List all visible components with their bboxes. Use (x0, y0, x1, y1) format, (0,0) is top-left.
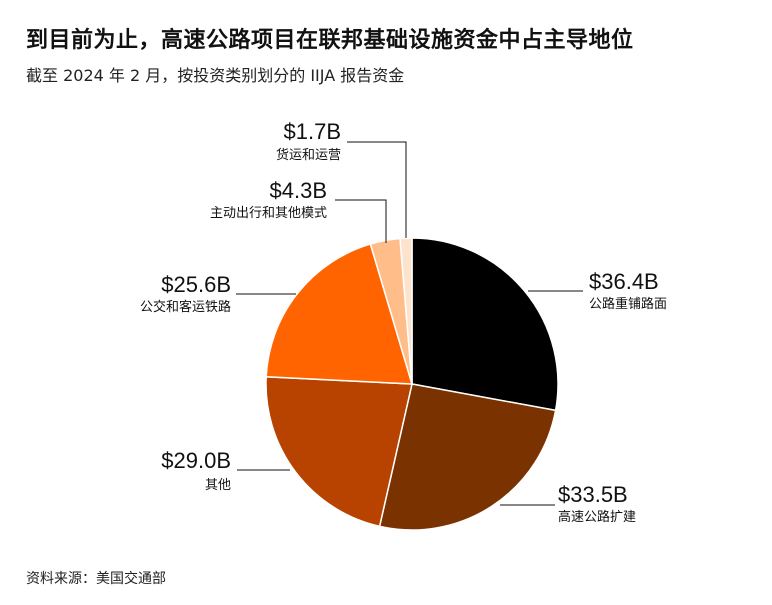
slice-category-label: 公交和客运铁路 (140, 299, 231, 315)
slice-category-label: 公路重铺路面 (589, 296, 667, 312)
pie-slice (399, 237, 413, 385)
slice-category-label: 主动出行和其他模式 (210, 206, 327, 221)
slice-value-label: $29.0B (161, 448, 231, 473)
pie-slice (378, 383, 557, 531)
chart-title: 到目前为止，高速公路项目在联邦基础设施资金中占主导地位 (26, 28, 634, 53)
slice-category-label: 其他 (205, 478, 231, 493)
slice-category-label: 高速公路扩建 (558, 509, 636, 525)
slice-value-label: $25.6B (161, 272, 231, 297)
slice-value-label: $4.3B (270, 178, 328, 203)
leader-line (347, 141, 407, 238)
source-note: 资料来源：美国交通部 (26, 571, 166, 587)
chart-subtitle: 截至 2024 年 2 月，按投资类别划分的 IIJA 报告资金 (26, 66, 405, 85)
leader-line (335, 199, 387, 243)
slice-category-label: 货运和运营 (276, 147, 341, 163)
pie-slice (411, 237, 559, 412)
slice-value-label: $36.4B (589, 269, 659, 294)
slice-value-label: $1.7B (284, 119, 342, 144)
slice-value-label: $33.5B (558, 482, 628, 507)
pie-slice (265, 243, 414, 385)
pie-slice (265, 376, 413, 528)
